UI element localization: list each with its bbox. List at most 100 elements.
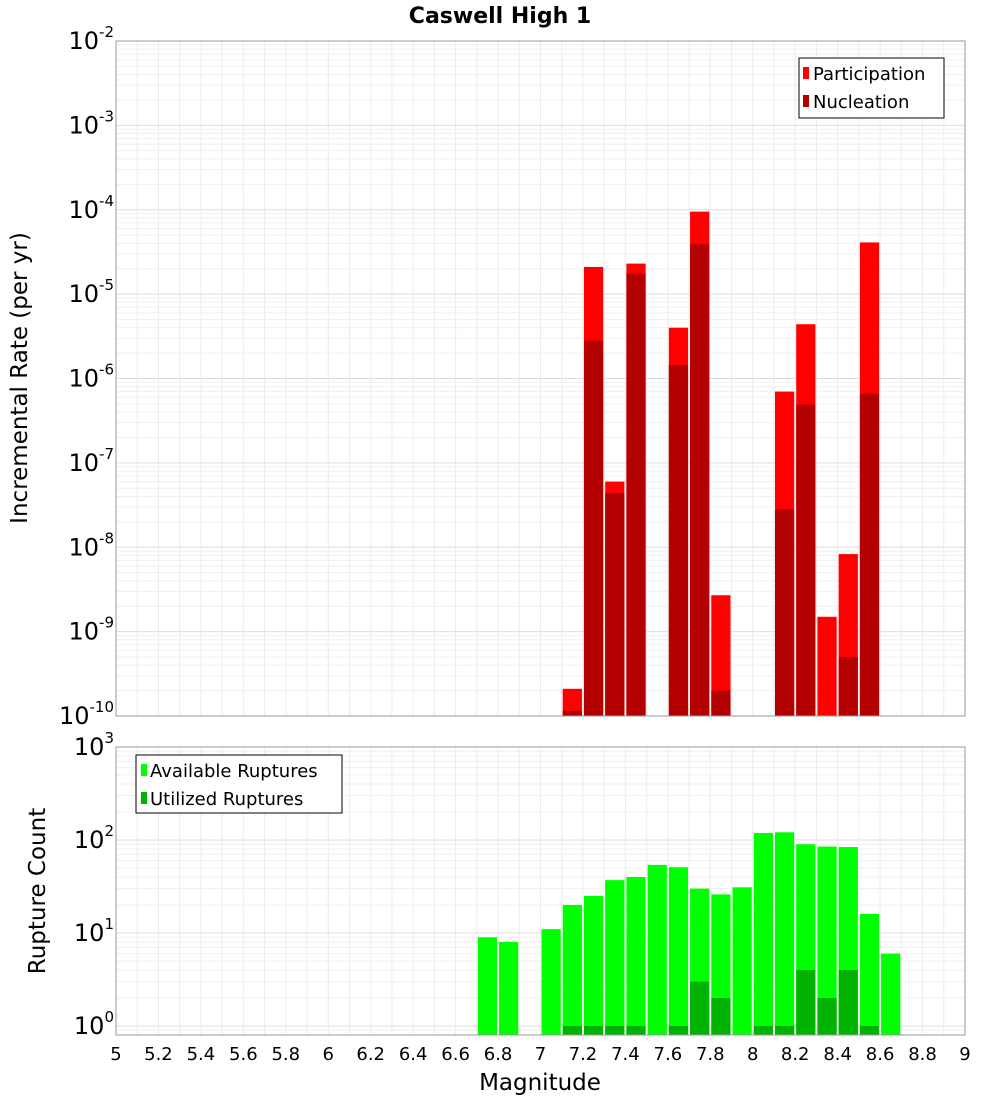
x-tick-label: 6 (323, 1044, 334, 1065)
top-legend: Participation Nucleation (798, 57, 945, 119)
x-tick-label: 5.6 (229, 1044, 258, 1065)
bottom-bar-utilized-ruptures (626, 1025, 646, 1035)
x-tick-label: 7.6 (654, 1044, 683, 1065)
bottom-y-ticks: 100 101 102 103 (74, 729, 114, 1040)
x-tick-label: 5.8 (271, 1044, 300, 1065)
top-plot-border (115, 40, 966, 717)
bottom-y-tick-label: 101 (74, 915, 114, 947)
top-y-tick-label: 10-6 (68, 361, 114, 393)
top-bar-nucleation (626, 273, 646, 716)
x-tick-label: 6.6 (441, 1044, 470, 1065)
x-tick-label: 8.2 (781, 1044, 810, 1065)
bottom-bar-available-ruptures (859, 914, 880, 1035)
bottom-bar-utilized-ruptures (859, 1025, 880, 1035)
top-bar-participation (562, 688, 582, 716)
bottom-bar-available-ruptures (562, 904, 582, 1035)
bottom-bar-utilized-ruptures (668, 1025, 689, 1035)
x-tick-label: 7.8 (696, 1044, 725, 1065)
x-tick-label: 7.2 (569, 1044, 598, 1065)
legend-nucleation-label: Nucleation (813, 92, 909, 113)
bottom-plot-border (115, 746, 966, 1036)
bottom-bar-available-ruptures (605, 880, 625, 1035)
top-bar-nucleation (690, 244, 710, 717)
x-tick-label: 6.2 (356, 1044, 385, 1065)
x-tick-label: 5.4 (187, 1044, 216, 1065)
top-y-tick-label: 10-5 (68, 276, 114, 308)
top-bars (562, 211, 880, 717)
x-tick-label: 7 (535, 1044, 546, 1065)
bottom-bar-available-ruptures (774, 832, 795, 1035)
bottom-bar-available-ruptures (668, 867, 689, 1035)
bottom-bar-available-ruptures (477, 937, 498, 1035)
top-bar-nucleation (796, 404, 816, 716)
top-legend-box (798, 57, 945, 119)
x-tick-label: 6.8 (484, 1044, 513, 1065)
bottom-bar-utilized-ruptures (774, 1025, 795, 1035)
top-gridlines (115, 41, 966, 717)
bottom-y-tick-label: 103 (74, 729, 114, 761)
top-bar-nucleation (711, 690, 731, 716)
bottom-y-axis-label: Rupture Count (25, 808, 51, 974)
bottom-bar-available-ruptures (626, 877, 646, 1035)
x-tick-label: 8.6 (866, 1044, 895, 1065)
x-tick-label: 5.2 (144, 1044, 173, 1065)
x-tick-label: 7.4 (611, 1044, 640, 1065)
legend-utilized-swatch (141, 792, 147, 804)
bottom-bar-available-ruptures (647, 864, 667, 1035)
legend-participation-swatch (803, 67, 809, 79)
x-tick-label: 8.8 (908, 1044, 937, 1065)
top-bar-nucleation (583, 340, 604, 716)
top-bar-participation (711, 595, 731, 716)
x-tick-label: 8 (747, 1044, 758, 1065)
x-axis-label: Magnitude (479, 1070, 601, 1096)
top-y-axis-label: Incremental Rate (per yr) (7, 232, 33, 524)
top-y-tick-label: 10-8 (68, 529, 114, 561)
legend-available-swatch (141, 764, 147, 776)
top-y-tick-label: 10-4 (68, 192, 114, 224)
x-tick-label: 6.4 (399, 1044, 428, 1065)
top-y-tick-label: 10-9 (68, 614, 114, 646)
top-y-ticks: 10-10 10-9 10-8 10-7 10-6 10-5 10-4 10-3 10-2 (59, 23, 114, 730)
bottom-bar-available-ruptures (583, 895, 604, 1035)
bottom-bar-utilized-ruptures (690, 981, 710, 1035)
bottom-bar-utilized-ruptures (796, 969, 816, 1035)
x-tick-label: 9 (959, 1044, 970, 1065)
bottom-legend-box (135, 754, 343, 814)
legend-nucleation-swatch (803, 95, 809, 107)
bottom-bar-available-ruptures (817, 846, 837, 1035)
top-bar-nucleation (838, 657, 858, 716)
top-bar-nucleation (859, 393, 880, 716)
bottom-bar-utilized-ruptures (838, 969, 858, 1035)
bottom-bar-utilized-ruptures (605, 1025, 625, 1035)
top-y-tick-label: 10-3 (68, 107, 114, 139)
top-y-tick-label: 10-7 (68, 445, 114, 477)
top-bar-nucleation (668, 364, 689, 716)
top-y-tick-label: 10-10 (59, 698, 114, 730)
bottom-bar-available-ruptures (499, 942, 519, 1035)
bottom-bar-available-ruptures (753, 832, 773, 1035)
x-tick-label: 5 (110, 1044, 121, 1065)
bottom-bar-available-ruptures (881, 953, 901, 1035)
bottom-bar-available-ruptures (732, 887, 752, 1035)
top-bar-participation (817, 616, 837, 716)
x-ticks: 5 5.2 5.4 5.6 5.8 6 6.2 6.4 6.6 6.8 7 7.2 7.4 7.6 7.8 8… (110, 1044, 970, 1065)
bottom-bar-available-ruptures (541, 929, 561, 1035)
top-y-tick-label: 10-2 (68, 23, 114, 55)
bottom-bar-utilized-ruptures (753, 1025, 773, 1035)
legend-available-label: Available Ruptures (150, 761, 318, 782)
bottom-y-tick-label: 100 (74, 1008, 114, 1040)
top-bar-nucleation (605, 492, 625, 716)
bottom-y-tick-label: 102 (74, 822, 114, 854)
chart-title: Caswell High 1 (409, 4, 591, 29)
top-bar-nucleation (774, 509, 795, 716)
bottom-legend: Available Ruptures Utilized Ruptures (135, 754, 343, 814)
x-tick-label: 8.4 (823, 1044, 852, 1065)
bottom-bar-utilized-ruptures (817, 997, 837, 1035)
bottom-bars (477, 832, 901, 1035)
bottom-bar-utilized-ruptures (562, 1025, 582, 1035)
bottom-bar-utilized-ruptures (711, 997, 731, 1035)
top-bar-nucleation (562, 710, 582, 716)
bottom-bar-utilized-ruptures (583, 1025, 604, 1035)
